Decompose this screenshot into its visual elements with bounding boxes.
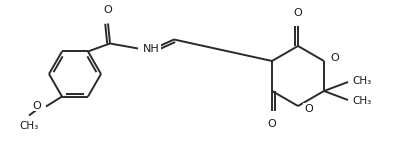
Text: O: O xyxy=(104,5,112,16)
Text: NH: NH xyxy=(143,45,160,54)
Text: O: O xyxy=(330,53,339,63)
Text: CH₃: CH₃ xyxy=(352,76,371,86)
Text: CH₃: CH₃ xyxy=(352,96,371,106)
Text: O: O xyxy=(32,100,41,111)
Text: O: O xyxy=(294,8,302,18)
Text: O: O xyxy=(304,104,313,114)
Text: O: O xyxy=(268,119,277,129)
Text: CH₃: CH₃ xyxy=(19,120,39,131)
